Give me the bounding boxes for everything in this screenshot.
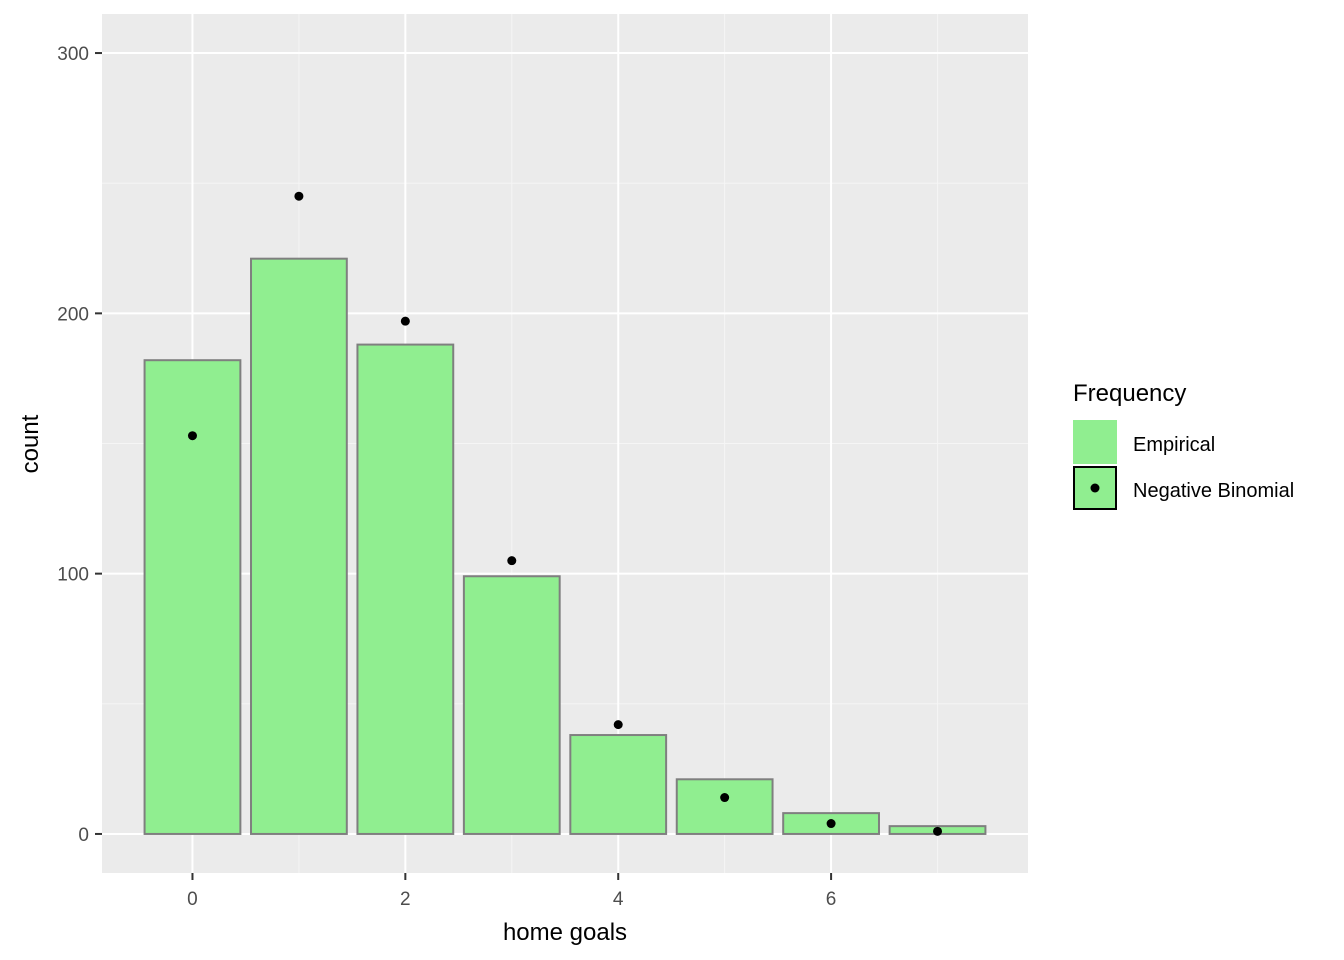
x-tick-label: 2 xyxy=(400,889,411,910)
point-5 xyxy=(720,793,730,803)
y-axis: 0 100 200 300 xyxy=(57,44,102,846)
y-axis-title: count xyxy=(17,414,44,473)
y-tick-label: 100 xyxy=(57,565,89,586)
x-tick-label: 6 xyxy=(826,889,837,910)
bar-4 xyxy=(569,734,668,835)
legend-key-point xyxy=(1090,483,1100,493)
bar-3 xyxy=(462,575,561,835)
point-7 xyxy=(933,826,943,836)
point-2 xyxy=(400,316,410,326)
point-1 xyxy=(294,191,304,201)
y-tick-label: 300 xyxy=(57,44,89,65)
legend-label-empirical: Empirical xyxy=(1133,434,1215,456)
point-0 xyxy=(187,431,197,441)
x-axis: 0 2 4 6 xyxy=(187,873,836,910)
point-3 xyxy=(507,556,517,566)
x-tick-label: 0 xyxy=(187,889,198,910)
bar-1 xyxy=(250,257,348,835)
point-4 xyxy=(613,720,623,730)
bar-5 xyxy=(675,778,774,835)
legend-title: Frequency xyxy=(1073,380,1186,407)
bars xyxy=(143,257,987,835)
point-6 xyxy=(826,819,836,829)
y-tick-label: 200 xyxy=(57,304,89,325)
legend-label-negative-binomial: Negative Binomial xyxy=(1133,480,1294,502)
x-tick-label: 4 xyxy=(613,889,624,910)
x-axis-title: home goals xyxy=(503,919,627,946)
legend: Frequency Empirical Negative Binomial xyxy=(1073,380,1294,510)
legend-key-empirical xyxy=(1073,420,1117,464)
bar-2 xyxy=(356,343,455,835)
y-tick-label: 0 xyxy=(78,825,89,846)
points xyxy=(187,191,943,836)
